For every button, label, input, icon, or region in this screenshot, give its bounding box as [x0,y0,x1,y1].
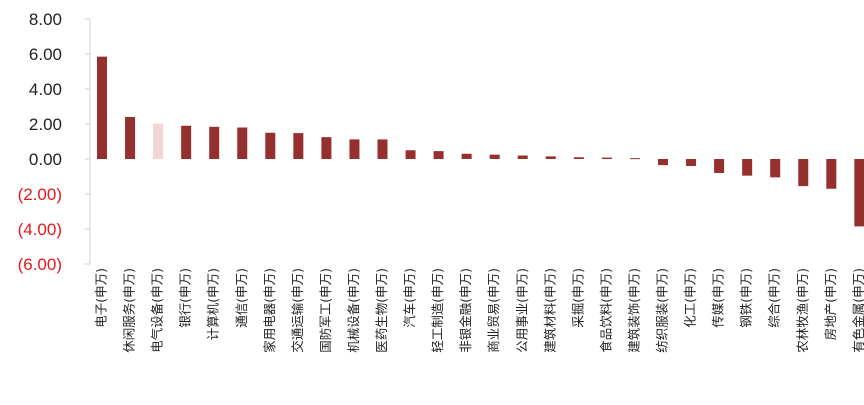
bar [798,159,809,187]
x-tick-label: 农林牧渔(申万) [795,268,810,353]
x-tick-label: 有色金属(申万) [851,268,864,353]
x-tick-label: 银行(申万) [178,268,193,328]
x-tick-label: 轻工制造(申万) [430,268,445,353]
x-tick-label: 非银金融(申万) [458,268,473,353]
x-tick-label: 机械设备(申万) [346,268,361,353]
y-tick-label: 2.00 [29,115,62,134]
y-tick-label: (6.00) [18,255,62,274]
y-tick-label: 0.00 [29,150,62,169]
x-tick-label: 通信(申万) [234,268,249,328]
x-tick-label: 综合(申万) [767,268,782,328]
bar [265,132,276,159]
x-tick-label: 休闲服务(申万) [122,268,137,353]
x-tick-label: 公用事业(申万) [514,268,529,353]
x-tick-label: 电气设备(申万) [150,268,165,353]
x-tick-label: 汽车(申万) [402,268,417,328]
bars [97,56,864,227]
x-tick-label: 纺织服装(申万) [655,268,670,353]
bar [153,123,164,159]
x-tick-label: 房地产(申万) [823,268,838,340]
bar [854,159,864,227]
x-tick-label: 计算机(申万) [206,268,221,340]
bar [181,125,192,159]
bar [714,159,725,173]
bar [601,157,612,159]
bar [125,117,136,159]
bar [629,158,640,160]
x-tick-label: 医药生物(申万) [374,268,389,353]
bar [517,155,528,159]
x-tick-label: 化工(申万) [683,268,698,328]
x-tick-label: 家用电器(申万) [262,268,277,353]
bar [237,127,248,159]
bar [97,56,107,160]
bar [405,150,416,159]
x-tick-label: 传媒(申万) [711,268,726,328]
x-axis-labels: 电子(申万) 休闲服务(申万) 电气设备(申万) 银行(申万) 计算机(申万) 通信(申万… [94,268,864,353]
y-tick-label: 6.00 [29,45,62,64]
y-tick-label: (4.00) [18,220,62,239]
bar [377,139,388,159]
y-axis: 8.00 6.00 4.00 2.00 0.00 (2.00) (4.00) (6.00) [18,10,91,274]
y-tick-label: (2.00) [18,185,62,204]
x-tick-label: 采掘(申万) [570,268,585,328]
bar [209,126,220,159]
bar [349,139,360,159]
x-tick-label: 交通运输(申万) [290,268,305,353]
bar [489,154,500,160]
y-tick-label: 4.00 [29,80,62,99]
bar [545,156,556,160]
bar [686,159,697,166]
y-tick-label: 8.00 [29,10,62,29]
bar [742,159,753,176]
bar [658,159,668,166]
bar [461,153,472,159]
x-tick-label: 国防军工(申万) [318,268,333,353]
x-tick-label: 建筑材料(申万) [542,268,557,353]
bar [321,137,332,160]
bar [573,157,584,159]
bar [433,151,444,160]
bar [293,133,304,159]
x-tick-label: 建筑装饰(申万) [626,268,641,353]
x-tick-label: 食品饮料(申万) [598,268,613,353]
x-tick-label: 电子(申万) [94,268,109,328]
x-tick-label: 钢铁(申万) [739,268,754,328]
x-tick-label: 商业贸易(申万) [486,268,501,353]
bar [826,159,837,189]
bar [770,159,781,178]
